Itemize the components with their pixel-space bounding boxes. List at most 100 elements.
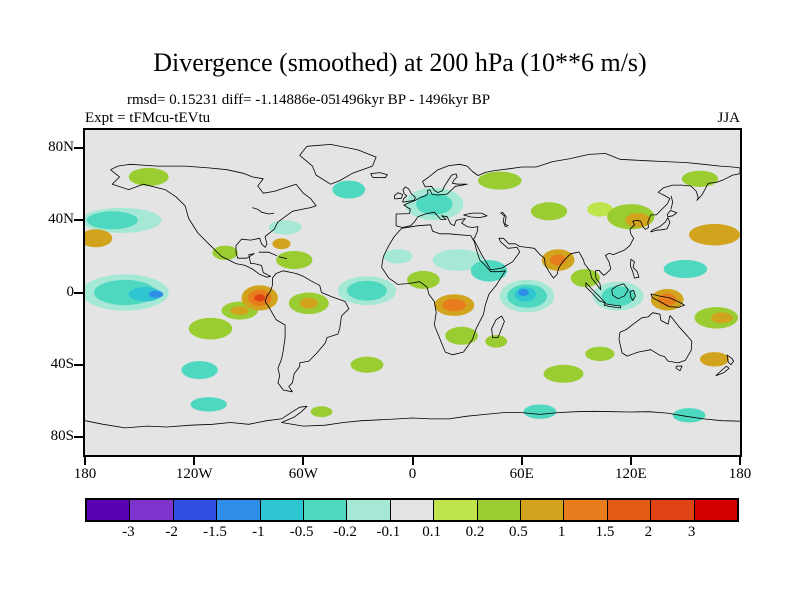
- coastline-path: [670, 195, 674, 210]
- contour-patch: [681, 170, 719, 187]
- coastline-path: [381, 224, 506, 356]
- contour-patch: [332, 180, 366, 199]
- contour-patch: [181, 361, 218, 380]
- contour-patch: [432, 249, 484, 271]
- contour-patch: [672, 408, 706, 423]
- contour-patch: [543, 364, 584, 383]
- contour-patch: [230, 306, 249, 316]
- contour-patch: [347, 280, 387, 301]
- contour-patch: [587, 202, 613, 217]
- coastline-path: [278, 256, 288, 259]
- contour-patch: [148, 290, 164, 298]
- colorbar-tick-label: 0.5: [508, 524, 528, 540]
- coastline-path: [370, 172, 388, 179]
- contour-patch: [663, 260, 708, 278]
- x-tick-mark: [739, 457, 741, 465]
- y-tick-mark: [74, 435, 83, 438]
- contour-patch: [485, 335, 508, 348]
- contour-patch: [549, 254, 567, 266]
- contour-patch: [383, 249, 413, 264]
- colorbar-tick-label: 1.5: [595, 524, 615, 540]
- contour-patch: [442, 298, 467, 312]
- coastline-path: [629, 289, 636, 302]
- contour-patch: [128, 287, 162, 302]
- contour-patch: [188, 317, 233, 340]
- coastline-path: [611, 283, 629, 300]
- y-tick-label: 40N: [48, 211, 74, 228]
- colorbar-cell: [217, 500, 261, 520]
- coastline-path: [715, 365, 730, 377]
- contour-patch: [212, 245, 238, 260]
- contour-patch: [407, 270, 440, 289]
- contour-patch: [276, 251, 313, 269]
- coastline-path: [402, 186, 416, 203]
- y-tick-label: 40S: [50, 355, 74, 372]
- colorbar-tick-label: -0.1: [376, 524, 401, 540]
- coastline-path: [110, 163, 317, 278]
- contour-patch: [190, 397, 227, 412]
- contour-patch: [85, 229, 113, 248]
- contour-patch: [299, 297, 318, 309]
- x-tick-mark: [84, 457, 86, 465]
- colorbar-tick-label: 3: [687, 524, 696, 540]
- x-tick-mark: [193, 457, 196, 465]
- colorbar-cell: [477, 500, 522, 520]
- coastline-path: [252, 207, 275, 215]
- experiment-label: Expt = tFMcu-tEVtu: [85, 110, 211, 126]
- coastlines: [85, 143, 740, 429]
- coastline-path: [630, 258, 640, 279]
- x-tick-label: 60W: [288, 466, 318, 482]
- plot-title: Divergence (smoothed) at 200 hPa (10**6 …: [153, 48, 647, 77]
- coastline-path: [726, 354, 734, 366]
- colorbar-tick-label: -3: [122, 524, 135, 540]
- colorbar-cell: [694, 500, 738, 520]
- coastline-path: [650, 293, 685, 308]
- colorbar-tick-label: 2: [644, 524, 653, 540]
- x-tick-label: 120W: [175, 466, 213, 482]
- colorbar-cell: [564, 500, 608, 520]
- contour-patch: [518, 288, 529, 297]
- x-tick-mark: [520, 457, 523, 465]
- y-tick-label: 0: [66, 283, 75, 300]
- contour-patch: [530, 202, 568, 221]
- coastline-path: [258, 251, 278, 257]
- y-tick-mark: [74, 291, 83, 294]
- colorbar-tick-label: -1.5: [203, 524, 227, 540]
- divergence-contours: [85, 167, 740, 423]
- contour-patch: [585, 346, 615, 362]
- colorbar-tick-label: -2: [165, 524, 178, 540]
- contour-patch: [601, 286, 635, 306]
- colorbar-cell: [130, 500, 174, 520]
- y-tick-label: 80N: [48, 139, 74, 156]
- y-tick-mark: [74, 219, 83, 222]
- coastline-path: [85, 405, 740, 429]
- coastline-path: [395, 153, 740, 291]
- contour-patch: [254, 294, 266, 302]
- coastline-path: [666, 210, 678, 218]
- colorbar-tick-label: -0.5: [289, 524, 314, 540]
- colorbar-cell: [173, 500, 218, 520]
- colorbar-cell: [390, 500, 435, 520]
- contour-patch: [86, 211, 138, 230]
- colorbar-tick-label: 0.1: [422, 524, 442, 540]
- map-frame: [83, 128, 742, 457]
- stats-line: rmsd= 0.15231 diff= -1.14886e-05: [127, 92, 336, 108]
- world-map: [85, 130, 740, 455]
- contour-patch: [470, 260, 508, 282]
- coastline-path: [500, 211, 509, 227]
- coastline-path: [264, 270, 350, 393]
- contour-patch: [416, 193, 453, 215]
- x-tick-label: 180: [728, 466, 752, 482]
- colorbar-cell: [434, 500, 478, 520]
- colorbar-cell: [521, 500, 565, 520]
- colorbar-cell: [304, 500, 348, 520]
- contour-patch: [272, 238, 291, 250]
- colorbar-tick-label: 0.2: [465, 524, 485, 540]
- x-tick-mark: [302, 457, 305, 465]
- season-label: JJA: [717, 110, 740, 126]
- y-tick-mark: [74, 363, 83, 366]
- colorbar-cell: [260, 500, 305, 520]
- coastline-path: [585, 282, 606, 304]
- x-tick-label: 60E: [509, 466, 534, 482]
